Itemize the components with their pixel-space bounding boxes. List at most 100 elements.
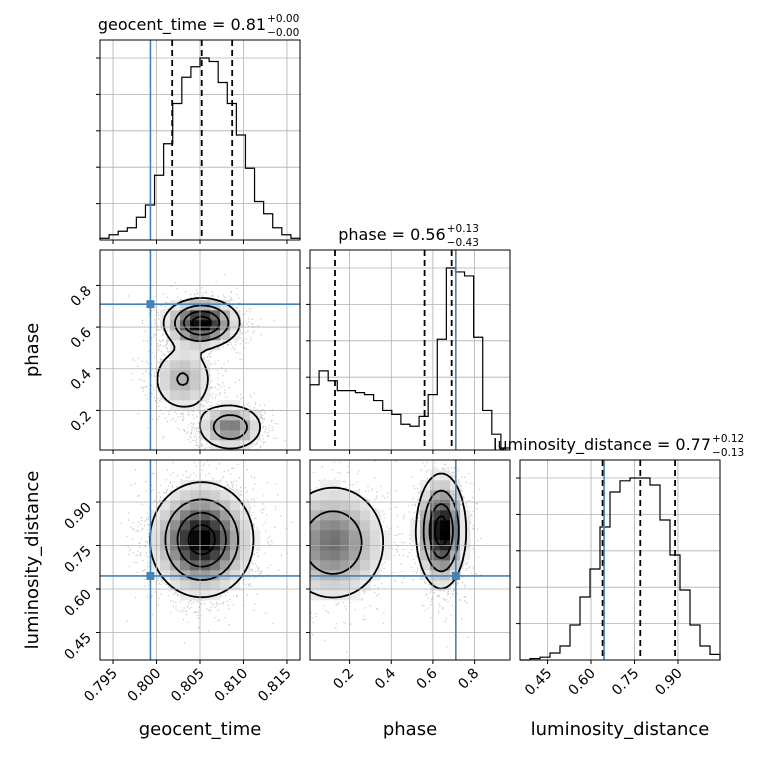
hist-phase-background: [310, 250, 510, 450]
xtick-label-phase: 0.2: [330, 666, 357, 693]
panel-geocent-time-vs-phase-contour: [174, 304, 248, 440]
panel-phase-vs-luminosity-distance-density-cell: [370, 520, 381, 531]
panel-geocent-time-vs-phase-density-cell: [170, 330, 181, 341]
panel-geocent-time-vs-luminosity-distance-density-cell: [190, 500, 201, 511]
panel-geocent-time-vs-luminosity-distance-density-cell: [230, 530, 241, 541]
panel-geocent-time-vs-luminosity-distance-density-cell: [210, 520, 221, 531]
panel-geocent-time-vs-luminosity-distance-density-cell: [170, 500, 181, 511]
panel-phase-vs-luminosity-distance-density-cell: [320, 510, 331, 521]
panel-geocent-time-vs-phase-density-cell: [210, 420, 221, 431]
panel-phase-vs-luminosity-distance-density-cell: [370, 560, 381, 571]
panel-geocent-time-vs-luminosity-distance-density-cell: [200, 500, 211, 511]
plot-cells: geocent_time = 0.81 +0.00 −0.00 phase = 0.5…: [96, 13, 744, 664]
panel-phase-vs-luminosity-distance-density-cell: [330, 580, 341, 591]
panel-geocent-time-vs-luminosity-distance-density-cell: [190, 530, 201, 541]
panel-geocent-time-vs-luminosity-distance-density-cell: [150, 550, 161, 561]
panel-geocent-time-vs-phase-density-cell: [190, 390, 201, 401]
panel-phase-vs-luminosity-distance-density-cell: [420, 520, 431, 531]
ytick-label-phase: 0.8: [68, 283, 95, 310]
panel-geocent-time-vs-luminosity-distance-contour: [176, 511, 227, 568]
ytick-label-luminosity-distance: 0.75: [61, 543, 94, 576]
panel-phase-vs-luminosity-distance-density-cell: [310, 580, 321, 591]
panel-geocent-time-vs-luminosity-distance-density-cell: [170, 550, 181, 561]
panel-geocent-time-vs-phase-density-cell: [180, 350, 191, 361]
panel-geocent-time-vs-luminosity-distance-density-cell: [210, 480, 221, 491]
hist-phase-frame: [309, 249, 511, 451]
panel-phase-vs-luminosity-distance-density-cell: [380, 550, 391, 561]
panel-geocent-time-vs-luminosity-distance-density-cell: [190, 510, 201, 521]
panel-geocent-time-vs-phase-density-cell: [190, 320, 201, 331]
panel-geocent-time-vs-luminosity-distance-density-cell: [180, 580, 191, 591]
ytick-label-luminosity-distance: 0.45: [61, 630, 94, 663]
hist-geocent-time: geocent_time = 0.81 +0.00 −0.00: [96, 13, 301, 244]
panel-geocent-time-vs-phase-density-cell: [210, 320, 221, 331]
panel-geocent-time-vs-phase-density-cell: [190, 370, 201, 381]
panel-phase-vs-luminosity-distance-density-cell: [310, 490, 321, 501]
panel-phase-vs-luminosity-distance-density-cell: [440, 490, 451, 501]
panel-geocent-time-vs-luminosity-distance-density-cell: [240, 560, 251, 571]
panel-geocent-time-vs-luminosity-distance-density-cell: [200, 480, 211, 491]
panel-geocent-time-vs-luminosity-distance-density-cell: [180, 560, 191, 571]
panel-geocent-time-vs-phase-density-cell: [170, 360, 181, 371]
panel-geocent-time-vs-phase-density-cell: [180, 360, 191, 371]
panel-geocent-time-vs-luminosity-distance-density-cell: [210, 580, 221, 591]
panel-phase-vs-luminosity-distance-density-cell: [380, 530, 391, 541]
panel-geocent-time-vs-phase-density-cell: [210, 340, 221, 351]
panel-geocent-time-vs-phase-density-cell: [190, 310, 201, 321]
panel-phase-vs-luminosity-distance-plot-area: [310, 460, 510, 660]
panel-phase-vs-luminosity-distance-density-cell: [430, 510, 441, 521]
panel-phase-vs-luminosity-distance-density-cell: [430, 480, 441, 491]
panel-geocent-time-vs-luminosity-distance-density-cell: [220, 500, 231, 511]
panel-geocent-time-vs-luminosity-distance-density-cell: [170, 510, 181, 521]
panel-phase-vs-luminosity-distance-density-cell: [360, 550, 371, 561]
panel-geocent-time-vs-luminosity-distance-density-cell: [190, 520, 201, 531]
panel-geocent-time-vs-luminosity-distance-density-cell: [160, 510, 171, 521]
x-axis-label-geocent-time: geocent_time: [139, 719, 262, 740]
panel-geocent-time-vs-phase-density-cell: [200, 310, 211, 321]
panel-geocent-time-vs-phase-density-cell: [180, 330, 191, 341]
ytick-label-luminosity-distance: 0.60: [61, 587, 94, 620]
panel-phase-vs-luminosity-distance-density-cell: [340, 490, 351, 501]
panel-geocent-time-vs-phase-density-cell: [210, 330, 221, 341]
panel-phase-vs-luminosity-distance-density-cell: [410, 520, 421, 531]
panel-geocent-time-vs-luminosity-distance-density-cell: [160, 550, 171, 561]
panel-geocent-time-vs-luminosity-distance-density-cell: [150, 520, 161, 531]
ytick-label-phase: 0.6: [68, 325, 95, 352]
panel-geocent-time-vs-phase-truth-marker: [146, 300, 155, 309]
panel-phase-vs-luminosity-distance-density-cell: [330, 510, 341, 521]
panel-phase-vs-luminosity-distance-density-cell: [350, 510, 361, 521]
panel-geocent-time-vs-phase-density-cell: [160, 360, 171, 371]
panel-geocent-time-vs-phase-density-cell: [180, 380, 191, 391]
ytick-label-phase: 0.2: [68, 408, 95, 435]
panel-phase-vs-luminosity-distance-density-cell: [440, 480, 451, 491]
y-axis-label-phase: phase: [22, 323, 43, 377]
panel-phase-vs-luminosity-distance-density-cell: [330, 490, 341, 501]
panel-geocent-time-vs-phase-density-cell: [170, 380, 181, 391]
panel-geocent-time-vs-luminosity-distance-density-cell: [200, 580, 211, 591]
panel-phase-vs-luminosity-distance-density-cell: [360, 500, 371, 511]
panel-geocent-time-vs-luminosity-distance-density-cell: [230, 560, 241, 571]
panel-phase-vs-luminosity-distance-density-cell: [340, 530, 351, 541]
panel-phase-vs-luminosity-distance-density-cell: [440, 580, 451, 591]
panel-geocent-time-vs-phase-density-cell: [180, 310, 191, 321]
panel-geocent-time-vs-phase-density-cell: [230, 420, 241, 431]
panel-phase-vs-luminosity-distance: [306, 459, 511, 664]
title-lower-error: −0.43: [447, 237, 479, 249]
panel-phase-vs-luminosity-distance-density-cell: [320, 490, 331, 501]
panel-geocent-time-vs-phase-density-cell: [170, 310, 181, 321]
panel-geocent-time-vs-phase-density-cell: [160, 390, 171, 401]
panel-geocent-time-vs-luminosity-distance-density-cell: [190, 480, 201, 491]
panel-geocent-time-vs-luminosity-distance-density-cell: [240, 500, 251, 511]
panel-phase-vs-luminosity-distance-density-cell: [440, 520, 451, 531]
panel-phase-vs-luminosity-distance-density-cell: [420, 550, 431, 561]
panel-geocent-time-vs-luminosity-distance-density-cell: [160, 520, 171, 531]
panel-phase-vs-luminosity-distance-density-cell: [430, 490, 441, 501]
panel-geocent-time-vs-phase-density-cell: [180, 390, 191, 401]
panel-phase-vs-luminosity-distance-density-cell: [340, 560, 351, 571]
hist-geocent-time-step-line: [99, 57, 301, 240]
hist-phase: phase = 0.56 +0.13 −0.43: [306, 223, 511, 454]
panel-geocent-time-vs-luminosity-distance-density-cell: [220, 490, 231, 501]
y-axis-labels: phase luminosity_distance: [22, 323, 43, 650]
panel-phase-vs-luminosity-distance-density-cell: [350, 590, 361, 601]
panel-phase-vs-luminosity-distance-density-cell: [360, 510, 371, 521]
